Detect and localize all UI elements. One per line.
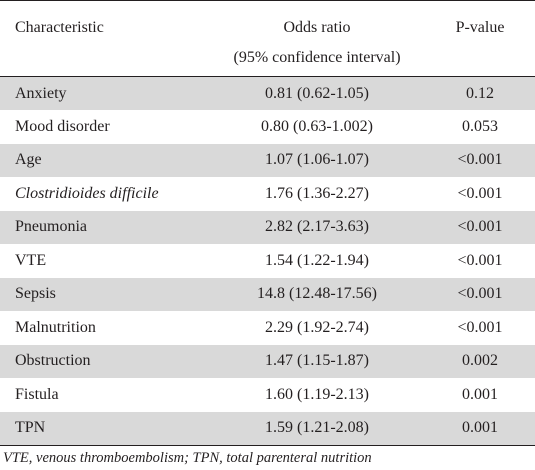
cell-characteristic: Mood disorder [15,117,110,135]
table-row: Fistula 1.60 (1.19-2.13) 0.001 [0,378,535,412]
cell-characteristic: TPN [15,419,46,436]
cell-p-value: 0.002 [462,352,498,370]
cell-characteristic: Age [15,151,42,169]
cell-characteristic: Clostridioides difficile [15,184,159,202]
cell-characteristic: Pneumonia [15,218,87,236]
cell-characteristic: Malnutrition [15,318,96,336]
cell-odds-ratio: 0.81 (0.62-1.05) [265,84,369,102]
cell-odds-ratio: 1.07 (1.06-1.07) [265,151,369,169]
cell-odds-ratio: 2.82 (2.17-3.63) [265,218,369,236]
cell-p-value: <0.001 [457,151,503,169]
cell-odds-ratio: 1.54 (1.22-1.94) [265,251,369,269]
table-row: Clostridioides difficile 1.76 (1.36-2.27… [0,177,535,211]
table-header-row: Characteristic Odds ratio (95% confidenc… [0,0,535,77]
table-row: Obstruction 1.47 (1.15-1.87) 0.002 [0,344,535,378]
header-odds-ratio-line2: (95% confidence interval) [233,49,401,66]
odds-ratio-table-container: Characteristic Odds ratio (95% confidenc… [0,0,535,445]
header-odds-ratio: Odds ratio (95% confidence interval) [209,1,425,77]
cell-p-value: <0.001 [457,218,503,236]
cell-p-value: 0.001 [462,385,498,403]
table-row: Anxiety 0.81 (0.62-1.05) 0.12 [0,76,535,110]
table-row: Sepsis 14.8 (12.48-17.56) <0.001 [0,277,535,311]
odds-ratio-table: Characteristic Odds ratio (95% confidenc… [0,0,535,445]
cell-p-value: 0.001 [462,419,498,436]
table-row: Pneumonia 2.82 (2.17-3.63) <0.001 [0,210,535,244]
header-characteristic: Characteristic [15,19,104,36]
cell-odds-ratio: 2.29 (1.92-2.74) [265,318,369,336]
cell-odds-ratio: 1.76 (1.36-2.27) [265,184,369,202]
cell-odds-ratio: 1.47 (1.15-1.87) [265,352,369,370]
cell-characteristic: Sepsis [15,285,56,303]
cell-characteristic: VTE [15,251,47,269]
cell-odds-ratio: 1.60 (1.19-2.13) [265,385,369,403]
table-row: Mood disorder 0.80 (0.63-1.002) 0.053 [0,110,535,144]
header-p-value: P-value [455,19,505,36]
cell-p-value: <0.001 [457,251,503,269]
cell-characteristic: Fistula [15,385,59,403]
table-footnote: VTE, venous thromboembolism; TPN, total … [3,450,372,466]
cell-p-value: <0.001 [457,184,503,202]
cell-p-value: <0.001 [457,285,503,303]
cell-odds-ratio: 1.59 (1.21-2.08) [265,419,369,436]
cell-odds-ratio: 0.80 (0.63-1.002) [261,117,373,135]
table-row: VTE 1.54 (1.22-1.94) <0.001 [0,244,535,278]
table-row: Malnutrition 2.29 (1.92-2.74) <0.001 [0,311,535,345]
cell-p-value: 0.053 [462,117,498,135]
cell-characteristic: Anxiety [15,84,67,102]
cell-odds-ratio: 14.8 (12.48-17.56) [257,285,377,303]
cell-p-value: 0.12 [466,84,494,102]
header-odds-ratio-line1: Odds ratio [283,19,351,36]
cell-characteristic: Obstruction [15,352,91,370]
table-row: Age 1.07 (1.06-1.07) <0.001 [0,143,535,177]
table-row: TPN 1.59 (1.21-2.08) 0.001 [0,411,535,445]
cell-p-value: <0.001 [457,318,503,336]
